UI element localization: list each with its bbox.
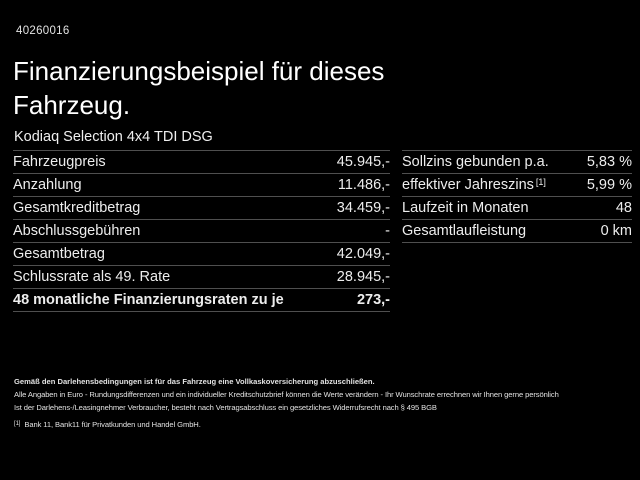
- row-value: 11.486,-: [337, 177, 390, 193]
- financing-table: Fahrzeugpreis 45.945,- Anzahlung 11.486,…: [13, 150, 390, 312]
- footnote-text: Bank 11, Bank11 für Privatkunden und Han…: [24, 420, 201, 429]
- footnote-marker: [1]: [14, 421, 21, 427]
- row-label-text: Laufzeit in Monaten: [402, 200, 529, 216]
- row-value: 0 km: [600, 223, 632, 239]
- fineprint-withdrawal-note: Ist der Darlehens-/Leasingnehmer Verbrau…: [14, 403, 437, 412]
- vehicle-name: Kodiaq Selection 4x4 TDI DSG: [14, 129, 213, 145]
- row-value: 48: [615, 200, 632, 216]
- page-title-line-2: Fahrzeug.: [13, 90, 131, 120]
- row-value: 34.459,-: [336, 200, 390, 216]
- fineprint-block: Gemäß den Darlehensbedingungen ist für d…: [14, 375, 626, 431]
- fineprint-insurance-note: Gemäß den Darlehensbedingungen ist für d…: [14, 377, 375, 386]
- row-label: Anzahlung: [13, 177, 82, 193]
- row-label-text: effektiver Jahreszins: [402, 177, 534, 193]
- table-row: Abschlussgebühren -: [13, 219, 390, 242]
- row-label: Fahrzeugpreis: [13, 154, 106, 170]
- conditions-table: Sollzins gebunden p.a. 5,83 % effektiver…: [402, 150, 632, 243]
- row-label: Gesamtlaufleistung: [402, 223, 528, 239]
- row-label-text: Sollzins gebunden p.a.: [402, 154, 549, 170]
- row-label: Gesamtkreditbetrag: [13, 200, 141, 216]
- table-row: effektiver Jahreszins [1] 5,99 %: [402, 173, 632, 196]
- table-row: Gesamtkreditbetrag 34.459,-: [13, 196, 390, 219]
- row-value: 42.049,-: [336, 246, 390, 262]
- table-row: Fahrzeugpreis 45.945,-: [13, 150, 390, 173]
- row-label: effektiver Jahreszins [1]: [402, 177, 546, 193]
- row-value: 5,99 %: [586, 177, 632, 193]
- row-label: 48 monatliche Finanzierungsraten zu je: [13, 292, 284, 308]
- row-label: Abschlussgebühren: [13, 223, 141, 239]
- row-value: -: [385, 223, 390, 239]
- page-title-line-1: Finanzierungsbeispiel für dieses: [13, 56, 385, 86]
- table-row: Gesamtlaufleistung 0 km: [402, 219, 632, 242]
- table-row: Anzahlung 11.486,-: [13, 173, 390, 196]
- table-row: Sollzins gebunden p.a. 5,83 %: [402, 150, 632, 173]
- row-value: 5,83 %: [586, 154, 632, 170]
- table-row-monthly-rate: 48 monatliche Finanzierungsraten zu je 2…: [13, 288, 390, 311]
- row-value: 273,-: [356, 292, 390, 308]
- table-row: Gesamtbetrag 42.049,-: [13, 242, 390, 265]
- listing-id: 40260016: [16, 25, 70, 37]
- row-value: 45.945,-: [336, 154, 390, 170]
- page-title: Finanzierungsbeispiel für dieses Fahrzeu…: [13, 54, 384, 122]
- fineprint-footnote: [1] Bank 11, Bank11 für Privatkunden und …: [14, 418, 626, 431]
- row-label: Sollzins gebunden p.a.: [402, 154, 551, 170]
- row-label: Schlussrate als 49. Rate: [13, 269, 171, 285]
- footnote-ref: [1]: [535, 177, 546, 187]
- row-value: 28.945,-: [336, 269, 390, 285]
- row-label: Gesamtbetrag: [13, 246, 105, 262]
- row-label-text: Gesamtlaufleistung: [402, 223, 527, 239]
- row-label: Laufzeit in Monaten: [402, 200, 531, 216]
- fineprint-disclaimer: Alle Angaben in Euro - Rundungsdifferenz…: [14, 390, 559, 399]
- table-row: Laufzeit in Monaten 48: [402, 196, 632, 219]
- table-row: Schlussrate als 49. Rate 28.945,-: [13, 265, 390, 288]
